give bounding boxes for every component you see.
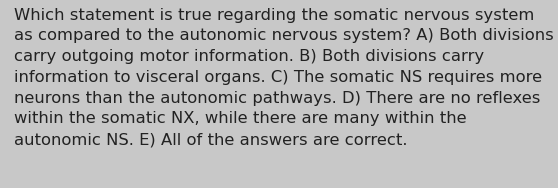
Text: Which statement is true regarding the somatic nervous system
as compared to the : Which statement is true regarding the so… bbox=[14, 8, 554, 147]
